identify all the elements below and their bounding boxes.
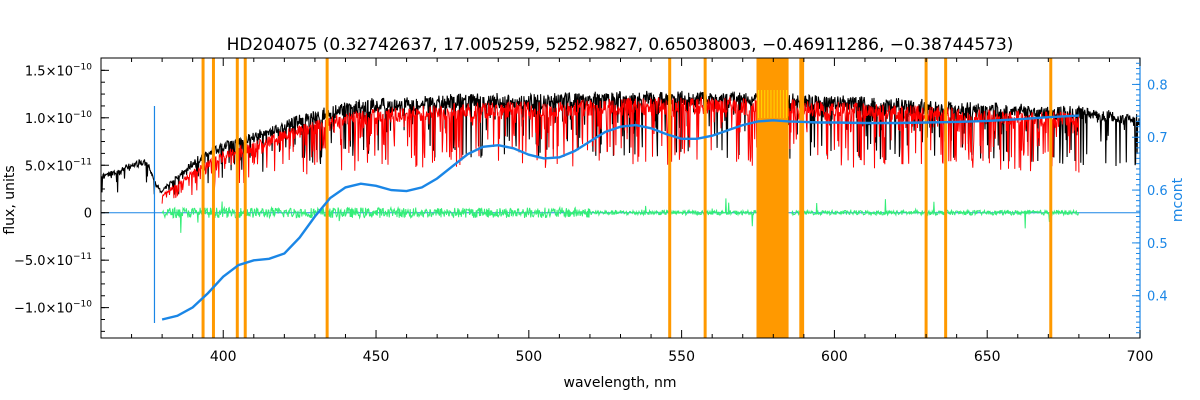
y2-tick-label-0: 0.4	[1147, 290, 1168, 305]
y-tick-label-0: −1.0×10−10	[14, 300, 92, 317]
y-tick-mantissa: 0	[84, 207, 92, 222]
y-tick-mantissa: 1.0×10	[25, 112, 73, 127]
x-tick-label-600: 600	[821, 349, 848, 365]
y-tick-label-3: 5.0×10−11	[25, 157, 92, 174]
mcont-line	[161, 114, 1079, 321]
y-tick-label-4: 1.0×10−10	[25, 110, 92, 127]
y2-tick-label-2: 0.6	[1147, 184, 1168, 199]
y-tick-mantissa: −1.0×10	[14, 302, 73, 317]
y-axis-label: flux, units	[2, 165, 18, 234]
x-tick-label-450: 450	[363, 349, 390, 365]
y-tick-exponent: −11	[73, 157, 92, 167]
y-tick-exponent: −10	[73, 62, 92, 72]
x-tick-label-550: 550	[668, 349, 695, 365]
x-axis-label: wavelength, nm	[564, 375, 677, 391]
x-tick-label-500: 500	[515, 349, 542, 365]
x-tick-label-700: 700	[1127, 349, 1154, 365]
y2-tick-label-3: 0.7	[1147, 131, 1168, 146]
x-tick-label-400: 400	[210, 349, 237, 365]
y-tick-mantissa: 1.5×10	[25, 64, 73, 79]
x-tick-label-650: 650	[974, 349, 1001, 365]
y-tick-mantissa: −5.0×10	[14, 254, 73, 269]
y2-axis-label: mcont	[1170, 177, 1186, 222]
residual-line	[161, 198, 1079, 233]
y-tick-label-2: 0	[84, 207, 92, 222]
y-tick-mantissa: 5.0×10	[25, 159, 73, 174]
y-tick-exponent: −10	[73, 300, 92, 310]
observed-spectrum-line	[100, 90, 1141, 195]
y-tick-exponent: −10	[73, 110, 92, 120]
y-tick-label-5: 1.5×10−10	[25, 62, 92, 79]
model-spectrum-line	[161, 95, 1080, 204]
y-tick-exponent: −11	[73, 252, 92, 262]
y-tick-label-1: −5.0×10−11	[14, 252, 92, 269]
y2-tick-label-4: 0.8	[1147, 78, 1168, 93]
chart-title: HD204075 (0.32742637, 17.005259, 5252.98…	[227, 35, 1014, 55]
y2-tick-label-1: 0.5	[1147, 237, 1168, 252]
